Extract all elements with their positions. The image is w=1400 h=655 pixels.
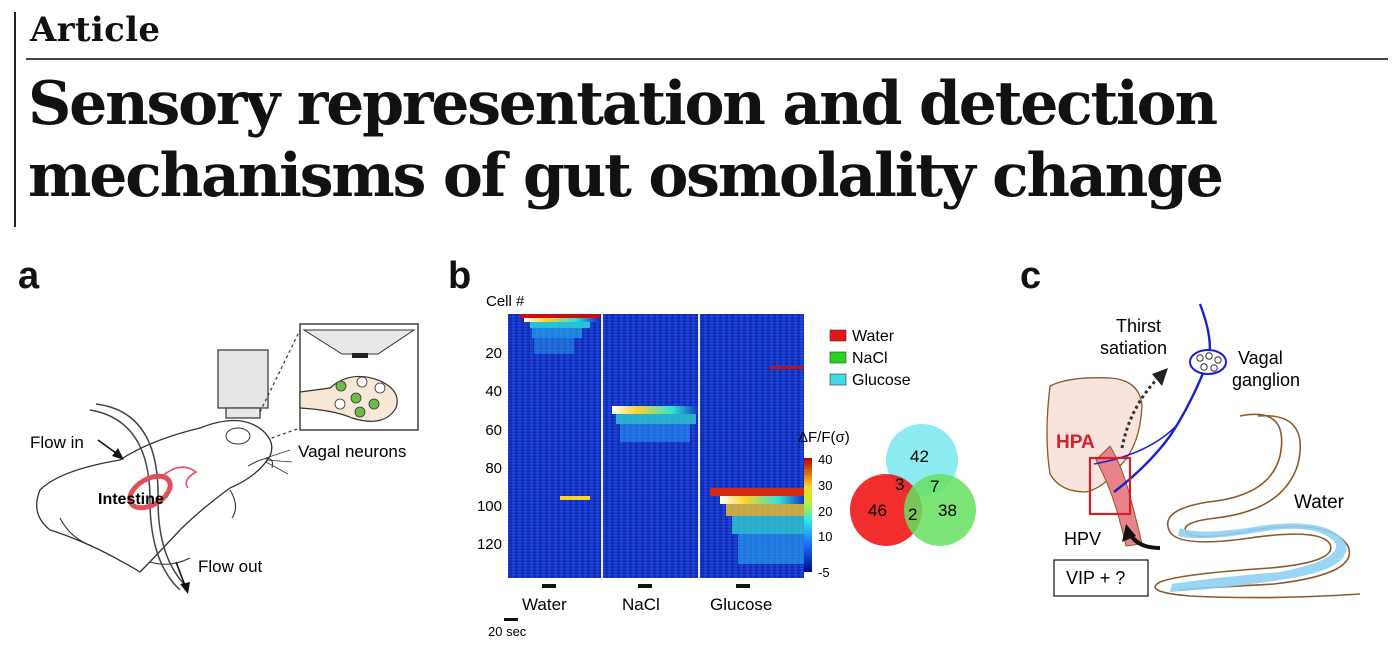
venn-nacl-glucose: 7 xyxy=(930,477,939,496)
y-tick-40: 40 xyxy=(485,383,502,400)
intestine-label: Intestine xyxy=(98,491,164,508)
colorbar-title: ΔF/F(σ) xyxy=(798,429,850,446)
venn-water-count: 46 xyxy=(868,501,887,520)
colorbar xyxy=(804,458,812,572)
stimulus-glucose: Glucose xyxy=(710,595,772,614)
y-tick-120: 120 xyxy=(477,536,502,553)
stimulus-nacl: NaCl xyxy=(622,595,660,614)
venn-glucose-count: 42 xyxy=(910,447,929,466)
vip-label: VIP + ? xyxy=(1066,568,1125,588)
venn-diagram: 42 46 38 3 7 2 xyxy=(850,424,976,546)
section-label: Article xyxy=(30,10,161,50)
vip-box xyxy=(1053,559,1149,597)
cell-axis-label: Cell # xyxy=(486,293,525,310)
intestine-loop xyxy=(127,473,173,511)
legend-water: Water xyxy=(852,328,895,345)
gut-lumen xyxy=(1170,523,1347,592)
water-label: Water xyxy=(1294,492,1345,513)
cbar-tick-20: 20 xyxy=(818,504,832,519)
venn-water-nacl: 2 xyxy=(908,505,917,524)
vagal-ganglion xyxy=(1189,349,1227,375)
vagal-label: Vagal xyxy=(1238,348,1283,368)
scale-bar xyxy=(504,618,518,621)
venn-nacl xyxy=(904,474,976,546)
cbar-tick-neg5: -5 xyxy=(818,565,830,580)
satiation-label: satiation xyxy=(1100,338,1167,358)
panel-c-letter: c xyxy=(1020,255,1042,297)
y-tick-60: 60 xyxy=(485,422,502,439)
article-title: Sensory representation and detection mec… xyxy=(28,68,1368,212)
hpv-label: HPV xyxy=(1064,529,1101,549)
y-tick-80: 80 xyxy=(485,460,502,477)
hpa-box xyxy=(1088,456,1132,516)
panel-c-figure: Thirst satiation Vagal ganglion HPA Wate… xyxy=(1046,303,1361,599)
cbar-tick-30: 30 xyxy=(818,478,832,493)
ganglion-label: ganglion xyxy=(1232,370,1300,390)
title-line-1: Sensory representation and detection xyxy=(28,69,1218,139)
header-rule xyxy=(26,58,1388,60)
panel-a-figure: Flow in Intestine Flow out Vagal neurons xyxy=(30,323,419,594)
vagal-nerve xyxy=(1113,303,1211,493)
panel-b-letter: b xyxy=(448,255,472,297)
legend-glucose: Glucose xyxy=(852,372,911,389)
scale-bar-label: 20 sec xyxy=(488,624,527,639)
flow-out-label: Flow out xyxy=(198,557,263,576)
colorbar-ticks: 40 30 20 10 -5 xyxy=(818,452,832,580)
y-tick-labels: 20 40 60 80 100 120 xyxy=(477,345,502,553)
legend-nacl: NaCl xyxy=(852,350,888,367)
stimulus-water: Water xyxy=(522,595,567,614)
left-rule xyxy=(14,12,16,227)
cbar-tick-10: 10 xyxy=(818,529,832,544)
venn-nacl-count: 38 xyxy=(938,501,957,520)
panel-b-figure: Cell # 20 40 60 80 100 120 Water NaCl xyxy=(477,293,976,639)
panel-a-letter: a xyxy=(18,255,40,297)
vagal-neurons-label: Vagal neurons xyxy=(298,442,406,461)
calcium-heatmap xyxy=(508,314,804,578)
cbar-tick-40: 40 xyxy=(818,452,832,467)
venn-water xyxy=(850,474,922,546)
venn-water-glucose: 3 xyxy=(895,475,904,494)
stimulus-legend: Water NaCl Glucose xyxy=(829,328,911,389)
title-line-2: mechanisms of gut osmolality change xyxy=(28,141,1224,211)
satiation-arrow xyxy=(1120,374,1162,449)
y-tick-100: 100 xyxy=(477,498,502,515)
hpa-label: HPA xyxy=(1056,432,1095,453)
flow-in-label: Flow in xyxy=(30,433,84,452)
microscope-objective xyxy=(217,349,269,409)
y-tick-20: 20 xyxy=(485,345,502,362)
thirst-label: Thirst xyxy=(1116,316,1161,336)
perfusion-tube xyxy=(89,409,181,591)
